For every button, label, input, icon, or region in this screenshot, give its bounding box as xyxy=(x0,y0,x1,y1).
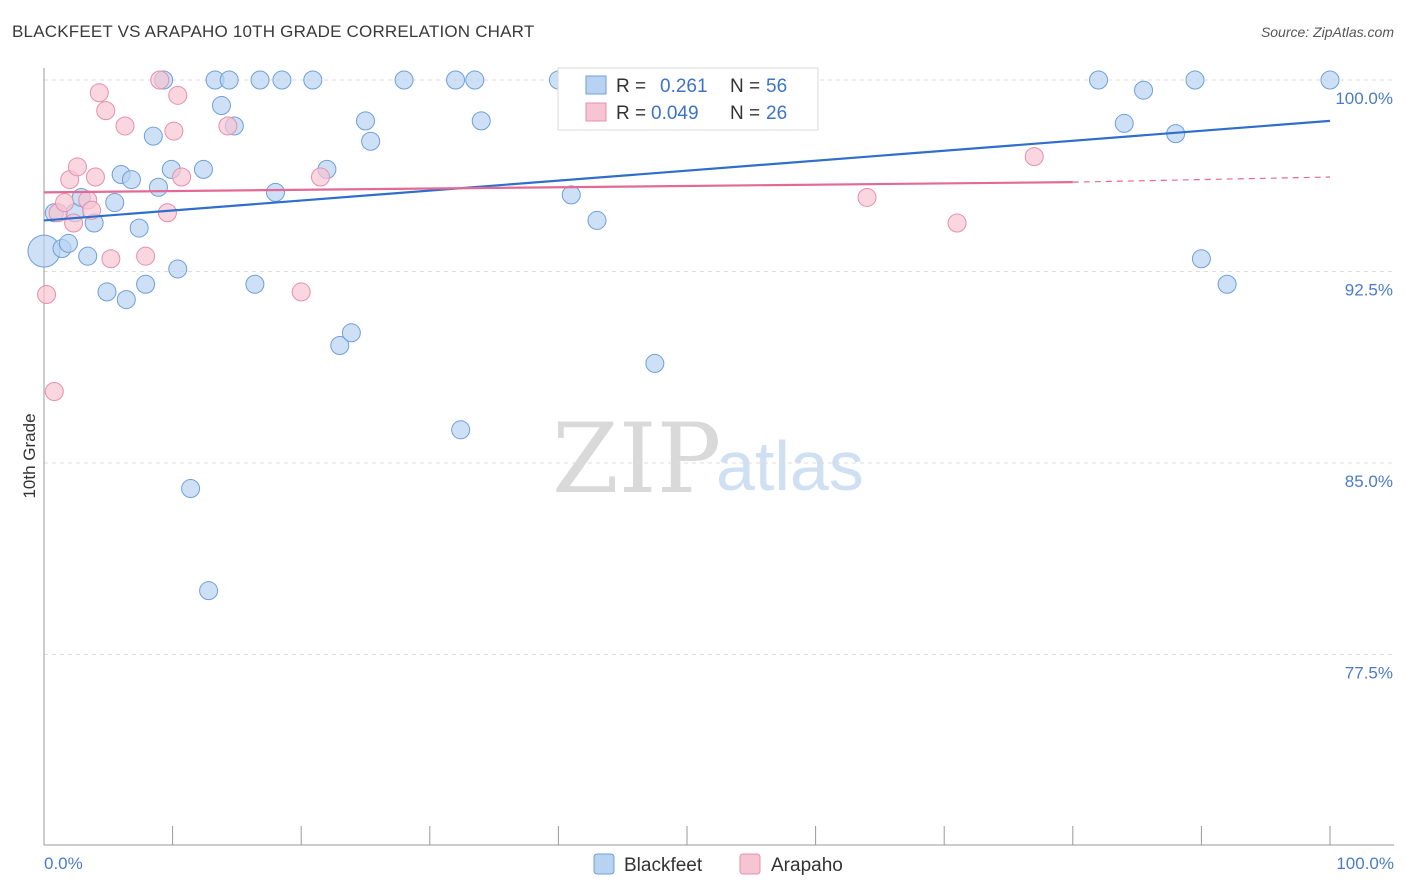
watermark-atlas: atlas xyxy=(716,427,864,505)
blackfeet-point xyxy=(394,70,414,90)
blackfeet-point xyxy=(1089,70,1109,90)
blackfeet-point xyxy=(181,479,201,499)
arapaho-point xyxy=(85,167,105,187)
bottom-legend: Blackfeet Arapaho xyxy=(593,853,843,876)
arapaho-trend-extension xyxy=(1072,176,1331,183)
blackfeet-point xyxy=(219,70,239,90)
y-tick-label: 77.5% xyxy=(1345,664,1393,683)
blackfeet-point xyxy=(356,111,375,131)
legend-swatch-blackfeet xyxy=(585,75,607,95)
bottom-legend-label-blackfeet: Blackfeet xyxy=(624,855,703,876)
blackfeet-point xyxy=(471,111,491,131)
blackfeet-point xyxy=(1185,70,1205,90)
arapaho-point xyxy=(37,284,57,304)
blackfeet-point xyxy=(330,336,350,356)
arapaho-point xyxy=(89,83,109,103)
blackfeet-trend-line xyxy=(43,119,1331,222)
blackfeet-point xyxy=(58,233,78,253)
arapaho-point xyxy=(218,116,238,136)
arapaho-point xyxy=(67,157,87,177)
y-tick-label: 100.0% xyxy=(1335,89,1393,108)
blackfeet-point xyxy=(1320,70,1340,90)
blackfeet-point xyxy=(121,170,141,190)
blackfeet-point xyxy=(587,210,607,230)
arapaho-point xyxy=(157,203,177,223)
arapaho-point xyxy=(310,167,330,187)
y-tick-label: 92.5% xyxy=(1345,281,1393,300)
arapaho-point xyxy=(172,167,192,187)
blackfeet-point xyxy=(199,581,219,601)
legend-box: R = 0.261 N = 56 R = 0.049 N = 26 xyxy=(557,67,819,131)
source-credit: Source: ZipAtlas.com xyxy=(1260,24,1394,40)
arapaho-point xyxy=(947,213,967,233)
blackfeet-point xyxy=(341,323,361,343)
blackfeet-point xyxy=(136,274,156,294)
blackfeet-point xyxy=(129,218,149,238)
legend-r-value-arapaho: 0.049 xyxy=(651,103,699,124)
axes xyxy=(43,68,1394,846)
legend-n-label-arapaho: N = xyxy=(730,103,760,124)
blackfeet-point xyxy=(1217,274,1237,294)
blackfeet-point xyxy=(250,70,270,90)
x-tick-label-max: 100.0% xyxy=(1336,854,1394,873)
arapaho-point xyxy=(115,116,135,136)
arapaho-point xyxy=(55,193,75,213)
watermark-zip: ZIP xyxy=(552,403,721,515)
blackfeet-point xyxy=(465,70,485,90)
blackfeet-point xyxy=(143,126,163,146)
trend-lines xyxy=(43,119,1331,222)
arapaho-point xyxy=(96,101,116,121)
blackfeet-point xyxy=(1114,113,1134,133)
arapaho-point xyxy=(1024,147,1044,167)
blackfeet-point xyxy=(561,185,581,205)
blackfeet-point xyxy=(645,353,665,373)
arapaho-point xyxy=(101,249,121,269)
blackfeet-point xyxy=(451,420,471,440)
arapaho-trend-line xyxy=(43,181,1073,194)
blackfeet-point xyxy=(148,177,168,197)
blackfeet-point xyxy=(1191,249,1211,269)
bottom-legend-swatch-blackfeet xyxy=(593,853,615,875)
legend-n-value-blackfeet: 56 xyxy=(766,76,787,97)
blackfeet-point xyxy=(265,182,285,202)
blackfeet-point xyxy=(272,70,292,90)
chart-title: BLACKFEET VS ARAPAHO 10TH GRADE CORRELAT… xyxy=(12,22,535,41)
arapaho-point xyxy=(136,246,156,266)
x-tick-label-min: 0.0% xyxy=(44,854,83,873)
blackfeet-point xyxy=(116,290,136,310)
blackfeet-point xyxy=(193,159,213,179)
arapaho-point xyxy=(164,121,184,141)
arapaho-point xyxy=(82,200,102,220)
arapaho-point xyxy=(857,187,877,207)
gridlines xyxy=(44,79,1394,655)
legend-n-value-arapaho: 26 xyxy=(766,103,787,124)
legend-r-label-blackfeet: R = xyxy=(616,76,646,97)
legend-r-label-arapaho: R = xyxy=(616,103,646,124)
legend-swatch-arapaho xyxy=(585,102,607,122)
blackfeet-point xyxy=(78,246,98,266)
blackfeet-point xyxy=(446,70,466,90)
blackfeet-point xyxy=(1134,80,1154,100)
blackfeet-point xyxy=(97,282,117,302)
arapaho-point xyxy=(291,282,311,302)
legend-r-value-blackfeet: 0.261 xyxy=(660,76,708,97)
y-axis-label: 10th Grade xyxy=(20,413,39,498)
bottom-legend-label-arapaho: Arapaho xyxy=(771,855,843,876)
bottom-legend-swatch-arapaho xyxy=(739,853,761,875)
x-tick-marks xyxy=(43,826,1331,845)
y-tick-labels: 100.0% 92.5% 85.0% 77.5% xyxy=(1335,89,1393,683)
data-points xyxy=(27,70,1340,601)
y-tick-label: 85.0% xyxy=(1345,472,1393,491)
blackfeet-point xyxy=(105,193,125,213)
blackfeet-point xyxy=(211,96,231,116)
arapaho-point xyxy=(44,382,64,402)
blackfeet-point xyxy=(303,70,323,90)
legend-n-label-blackfeet: N = xyxy=(730,76,760,97)
blackfeet-point xyxy=(245,274,265,294)
blackfeet-point xyxy=(168,259,188,279)
arapaho-point xyxy=(168,85,188,105)
arapaho-point xyxy=(150,70,170,90)
blackfeet-point xyxy=(361,131,381,151)
